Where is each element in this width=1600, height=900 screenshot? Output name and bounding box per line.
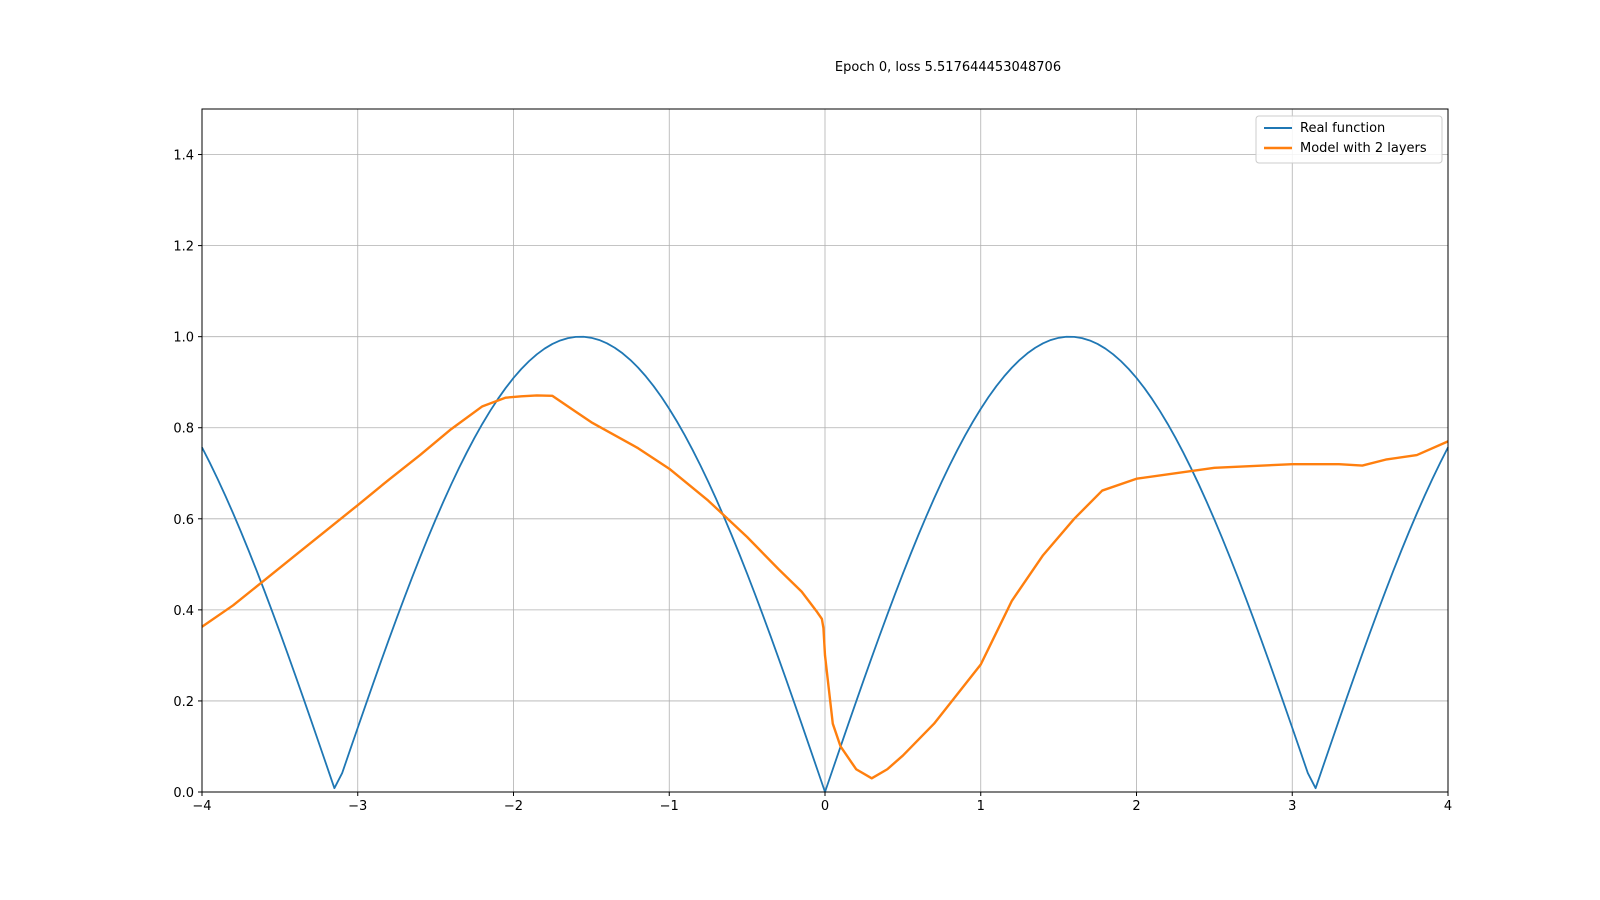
x-tick-label: 3 <box>1288 799 1296 814</box>
legend-box <box>1255 115 1443 164</box>
x-tick-label: −2 <box>504 799 523 814</box>
legend-label-model: Model with 2 layers <box>1300 141 1427 156</box>
legend: Real function Model with 2 layers <box>1255 115 1443 164</box>
axis-ticks: −4 −3 −2 −1 0 1 2 3 4 0.0 0.2 0.4 0.6 0.8 1.0 1.2 1.4 <box>173 149 1452 814</box>
x-tick-label: 0 <box>821 799 829 814</box>
x-tick-label: 2 <box>1132 799 1140 814</box>
y-tick-label: 1.2 <box>173 240 194 255</box>
y-tick-label: 0.4 <box>173 604 194 619</box>
x-tick-label: 4 <box>1444 799 1452 814</box>
x-tick-label: −1 <box>660 799 679 814</box>
x-tick-label: −4 <box>192 799 211 814</box>
legend-label-real: Real function <box>1300 121 1385 136</box>
x-tick-label: 1 <box>977 799 985 814</box>
y-tick-label: 0.8 <box>173 422 194 437</box>
series-line-model <box>201 394 1449 780</box>
x-tick-label: −3 <box>348 799 367 814</box>
y-tick-label: 0.2 <box>173 695 194 710</box>
y-tick-label: 0.0 <box>173 786 194 801</box>
grid <box>201 109 1449 793</box>
y-tick-label: 1.4 <box>173 149 194 164</box>
chart-title: Epoch 0, loss 5.517644453048706 <box>835 60 1061 75</box>
y-tick-label: 1.0 <box>173 331 194 346</box>
y-tick-label: 0.6 <box>173 513 194 528</box>
